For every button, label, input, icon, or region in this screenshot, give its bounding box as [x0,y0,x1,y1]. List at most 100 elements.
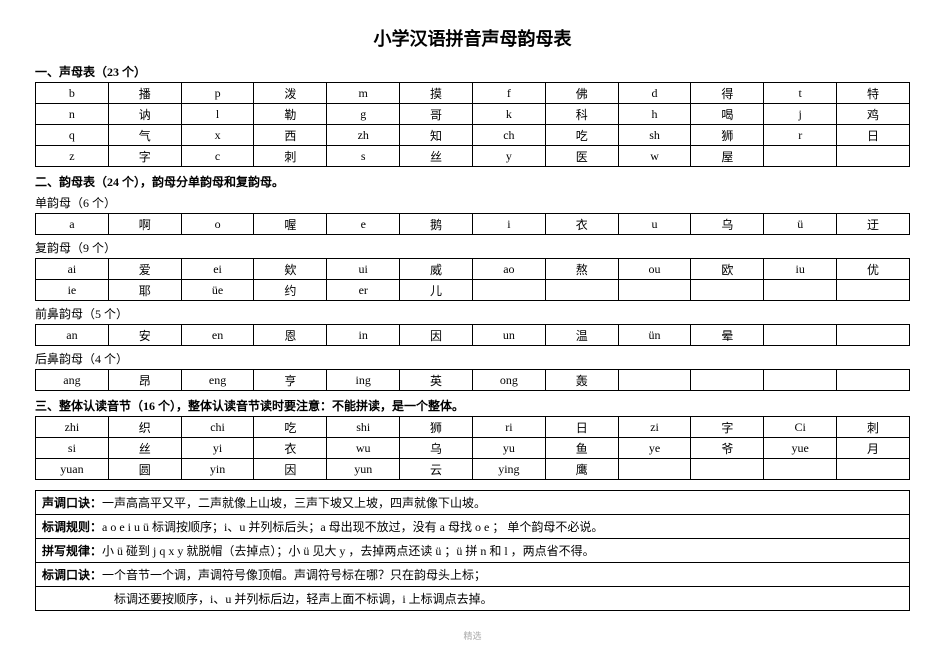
table-cell: ch [472,125,545,146]
table-cell: r [764,125,837,146]
table-cell: q [36,125,109,146]
table-cell: 丝 [400,146,473,167]
table-cell: 气 [108,125,181,146]
table-cell: er [327,280,400,301]
table-cell: 鱼 [545,438,618,459]
table-cell: ei [181,259,254,280]
table-cell: 屋 [691,146,764,167]
table-cell: 摸 [400,83,473,104]
table-cell: eng [181,370,254,391]
table-cell: i [472,214,545,235]
back-nasal-heading: 后鼻韵母（4 个） [35,350,910,367]
table-cell: n [36,104,109,125]
table-cell: 刺 [254,146,327,167]
table-cell [691,280,764,301]
table-cell: yuan [36,459,109,480]
rules-box: 声调口诀：一声高高平又平，二声就像上山坡，三声下坡又上坡，四声就像下山坡。 标调… [35,490,910,611]
table-cell [837,280,910,301]
table-row: ang昂eng亨ing英ong轰 [36,370,910,391]
table-cell: yi [181,438,254,459]
table-cell: 刺 [837,417,910,438]
rule-line: 声调口诀：一声高高平又平，二声就像上山坡，三声下坡又上坡，四声就像下山坡。 [36,491,909,515]
table-cell: ü [764,214,837,235]
table-row: q气x西zh知ch吃sh狮r日 [36,125,910,146]
table-cell: e [327,214,400,235]
rule-text: 小 ü 碰到 j q x y 就脱帽（去掉点）；小 ü 见大 y ，去掉两点还读… [102,544,595,558]
table-cell [618,280,691,301]
rule-text: 一个音节一个调，声调符号像顶帽。声调符号标在哪？只在韵母头上标； [102,568,486,582]
table-cell: x [181,125,254,146]
table-cell: 优 [837,259,910,280]
table-cell: un [472,325,545,346]
section1-heading: 一、声母表（23 个） [35,63,910,80]
table-cell: ong [472,370,545,391]
table-row: ie耶üe约er儿 [36,280,910,301]
table-cell: 圆 [108,459,181,480]
table-cell: 勒 [254,104,327,125]
table-cell: ang [36,370,109,391]
table-row: zhi织chi吃shi狮ri日zi字Ci刺 [36,417,910,438]
table-cell: m [327,83,400,104]
table-cell: yin [181,459,254,480]
table-row: ai爱ei欸ui威ao熬ou欧iu优 [36,259,910,280]
table-cell: ui [327,259,400,280]
table-row: b播p泼m摸f佛d得t特 [36,83,910,104]
table-cell: 鸡 [837,104,910,125]
rule-line: 拼写规律：小 ü 碰到 j q x y 就脱帽（去掉点）；小 ü 见大 y ，去… [36,539,909,563]
table-cell: 狮 [691,125,764,146]
table-cell: 衣 [254,438,327,459]
table-cell: 亨 [254,370,327,391]
table-cell: 医 [545,146,618,167]
table-cell: 耶 [108,280,181,301]
table-cell: o [181,214,254,235]
table-cell: chi [181,417,254,438]
table-cell: ri [472,417,545,438]
table-cell: 佛 [545,83,618,104]
table-cell: s [327,146,400,167]
table-cell: 吃 [545,125,618,146]
table-cell: 轰 [545,370,618,391]
table-cell: 得 [691,83,764,104]
table-cell: 喔 [254,214,327,235]
table-cell: 字 [691,417,764,438]
table-cell: 云 [400,459,473,480]
table-cell: 讷 [108,104,181,125]
table-cell: 爷 [691,438,764,459]
table-cell [618,370,691,391]
table-cell: k [472,104,545,125]
table-cell [837,459,910,480]
table-cell: 欸 [254,259,327,280]
table-cell: g [327,104,400,125]
table-cell: 字 [108,146,181,167]
table-row: n讷l勒g哥k科h喝j鸡 [36,104,910,125]
table-cell: an [36,325,109,346]
table-row: yuan圆yin因yun云ying鹰 [36,459,910,480]
table-cell: 因 [254,459,327,480]
table-cell: 因 [400,325,473,346]
front-nasal-heading: 前鼻韵母（5 个） [35,305,910,322]
table-cell: zh [327,125,400,146]
table-cell: ing [327,370,400,391]
table-cell: iu [764,259,837,280]
table-cell [837,370,910,391]
table-cell: sh [618,125,691,146]
table-cell: 温 [545,325,618,346]
table-cell: in [327,325,400,346]
table-cell: ou [618,259,691,280]
table-cell: y [472,146,545,167]
table-cell [691,370,764,391]
table-cell: wu [327,438,400,459]
table-cell: j [764,104,837,125]
table-cell: 爱 [108,259,181,280]
table-row: an安en恩in因un温ün晕 [36,325,910,346]
table-cell: ie [36,280,109,301]
table-cell: 鹰 [545,459,618,480]
table-cell: 日 [545,417,618,438]
table-cell: yue [764,438,837,459]
table-cell: 儿 [400,280,473,301]
table-initials: b播p泼m摸f佛d得t特n讷l勒g哥k科h喝j鸡q气x西zh知ch吃sh狮r日z… [35,82,910,167]
table-cell: 知 [400,125,473,146]
table-cell: p [181,83,254,104]
table-cell: ai [36,259,109,280]
table-cell: Ci [764,417,837,438]
